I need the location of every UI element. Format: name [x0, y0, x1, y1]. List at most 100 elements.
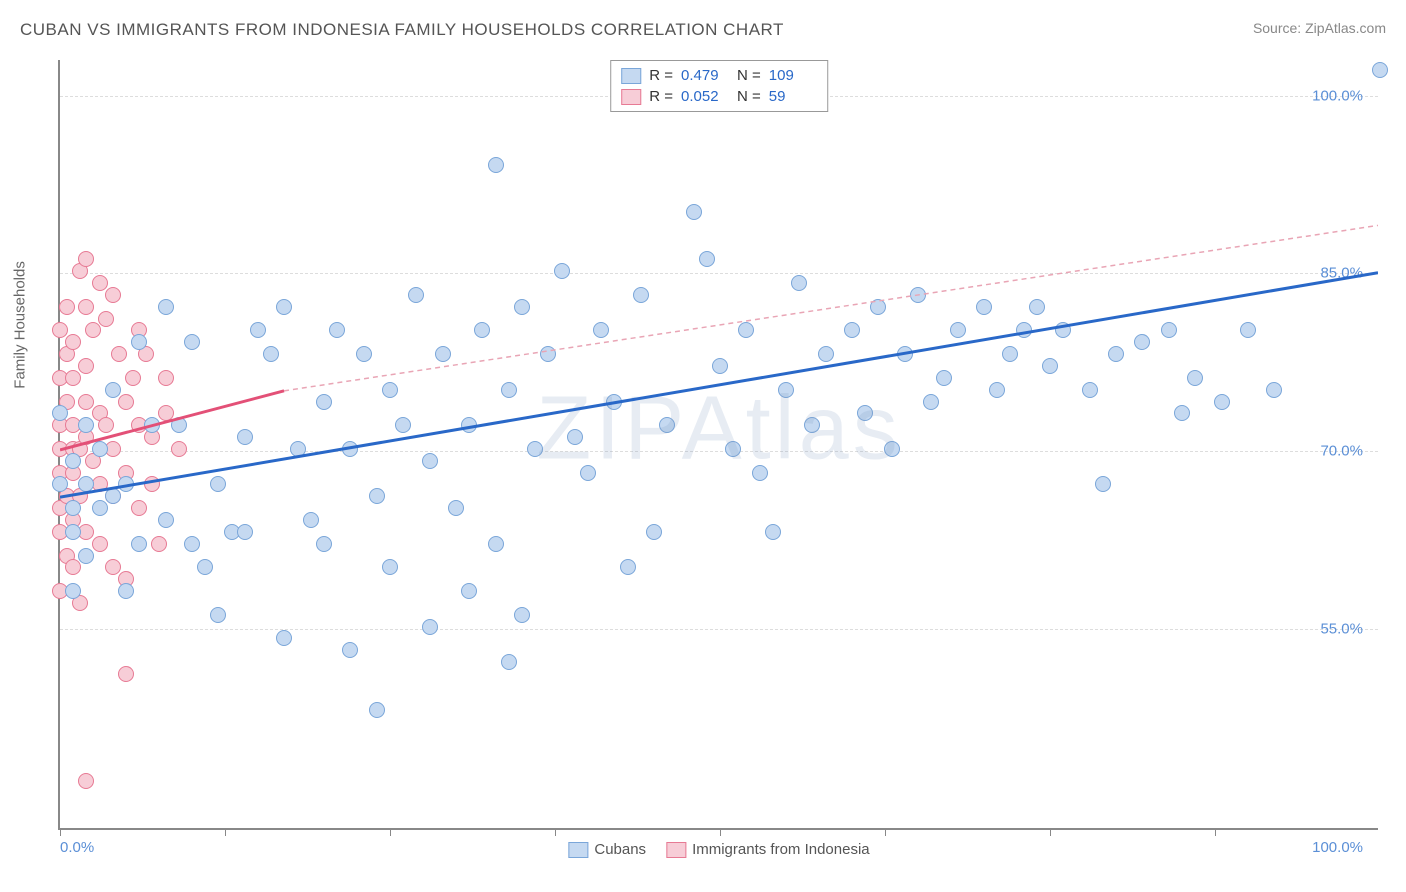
data-point-cubans [725, 441, 741, 457]
data-point-cubans [1214, 394, 1230, 410]
data-point-cubans [791, 275, 807, 291]
data-point-cubans [382, 559, 398, 575]
y-tick-label: 70.0% [1320, 442, 1363, 459]
data-point-cubans [488, 157, 504, 173]
data-point-cubans [276, 299, 292, 315]
data-point-indonesia [78, 251, 94, 267]
x-tick [60, 828, 61, 836]
data-point-indonesia [92, 275, 108, 291]
legend-label-cubans: Cubans [594, 841, 646, 858]
data-point-cubans [316, 536, 332, 552]
data-point-cubans [184, 536, 200, 552]
scatter-chart: ZIPAtlas 55.0%70.0%85.0%100.0% Family Ho… [58, 60, 1378, 830]
gridline [60, 273, 1378, 274]
data-point-cubans [540, 346, 556, 362]
data-point-indonesia [65, 370, 81, 386]
data-point-cubans [461, 583, 477, 599]
x-tick [720, 828, 721, 836]
data-point-cubans [606, 394, 622, 410]
data-point-indonesia [78, 358, 94, 374]
data-point-cubans [408, 287, 424, 303]
data-point-cubans [633, 287, 649, 303]
data-point-cubans [989, 382, 1005, 398]
data-point-cubans [342, 441, 358, 457]
x-tick [390, 828, 391, 836]
data-point-cubans [342, 642, 358, 658]
data-point-cubans [580, 465, 596, 481]
y-tick-label: 85.0% [1320, 265, 1363, 282]
source-attribution: Source: ZipAtlas.com [1253, 20, 1386, 36]
legend-item-cubans: Cubans [568, 841, 646, 858]
data-point-cubans [1055, 322, 1071, 338]
legend-row-indonesia: R = 0.052 N = 59 [621, 86, 817, 107]
data-point-cubans [1240, 322, 1256, 338]
data-point-cubans [171, 417, 187, 433]
data-point-cubans [554, 263, 570, 279]
data-point-cubans [1134, 334, 1150, 350]
data-point-cubans [1108, 346, 1124, 362]
data-point-cubans [765, 524, 781, 540]
data-point-cubans [144, 417, 160, 433]
data-point-cubans [461, 417, 477, 433]
plot-area: ZIPAtlas 55.0%70.0%85.0%100.0% Family Ho… [58, 60, 1378, 830]
data-point-cubans [844, 322, 860, 338]
data-point-cubans [884, 441, 900, 457]
x-tick [1050, 828, 1051, 836]
data-point-cubans [752, 465, 768, 481]
data-point-cubans [210, 476, 226, 492]
n-value-cubans: 109 [769, 67, 817, 84]
data-point-indonesia [98, 311, 114, 327]
data-point-cubans [1266, 382, 1282, 398]
data-point-indonesia [118, 394, 134, 410]
data-point-cubans [1187, 370, 1203, 386]
data-point-cubans [118, 583, 134, 599]
series-legend: Cubans Immigrants from Indonesia [568, 841, 869, 858]
data-point-cubans [184, 334, 200, 350]
data-point-cubans [804, 417, 820, 433]
data-point-cubans [1016, 322, 1032, 338]
data-point-indonesia [111, 346, 127, 362]
data-point-cubans [976, 299, 992, 315]
data-point-indonesia [52, 322, 68, 338]
data-point-cubans [857, 405, 873, 421]
data-point-cubans [910, 287, 926, 303]
data-point-cubans [712, 358, 728, 374]
data-point-cubans [870, 299, 886, 315]
data-point-cubans [65, 524, 81, 540]
data-point-cubans [448, 500, 464, 516]
gridline [60, 629, 1378, 630]
r-value-cubans: 0.479 [681, 67, 729, 84]
data-point-cubans [382, 382, 398, 398]
data-point-cubans [316, 394, 332, 410]
data-point-cubans [950, 322, 966, 338]
data-point-cubans [369, 702, 385, 718]
chart-title: CUBAN VS IMMIGRANTS FROM INDONESIA FAMIL… [20, 20, 784, 40]
y-tick-label: 55.0% [1320, 620, 1363, 637]
trend-lines [60, 60, 1378, 828]
x-tick [225, 828, 226, 836]
data-point-cubans [514, 607, 530, 623]
data-point-cubans [158, 512, 174, 528]
data-point-indonesia [105, 559, 121, 575]
data-point-cubans [65, 583, 81, 599]
data-point-indonesia [171, 441, 187, 457]
data-point-cubans [474, 322, 490, 338]
data-point-cubans [131, 334, 147, 350]
data-point-cubans [65, 500, 81, 516]
data-point-cubans [501, 654, 517, 670]
data-point-cubans [778, 382, 794, 398]
data-point-cubans [131, 536, 147, 552]
data-point-cubans [897, 346, 913, 362]
data-point-cubans [197, 559, 213, 575]
data-point-cubans [1095, 476, 1111, 492]
data-point-cubans [78, 476, 94, 492]
x-tick [885, 828, 886, 836]
data-point-cubans [78, 548, 94, 564]
data-point-cubans [105, 382, 121, 398]
correlation-legend: R = 0.479 N = 109 R = 0.052 N = 59 [610, 60, 828, 112]
data-point-cubans [686, 204, 702, 220]
data-point-cubans [422, 619, 438, 635]
data-point-cubans [158, 299, 174, 315]
x-axis-min-label: 0.0% [60, 839, 94, 856]
gridline [60, 451, 1378, 452]
